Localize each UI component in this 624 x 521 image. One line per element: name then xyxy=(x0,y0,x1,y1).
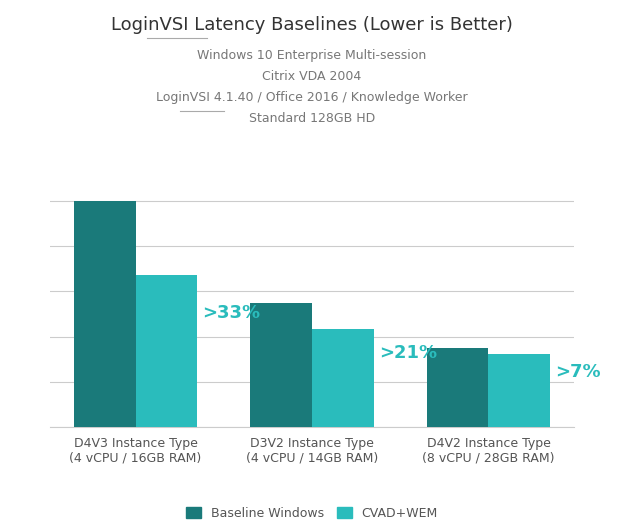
Text: >21%: >21% xyxy=(379,344,437,362)
Bar xyxy=(135,276,197,427)
Bar xyxy=(427,348,489,427)
Bar xyxy=(312,329,374,427)
Legend: Baseline Windows, CVAD+WEM: Baseline Windows, CVAD+WEM xyxy=(186,507,438,520)
Text: Citrix VDA 2004: Citrix VDA 2004 xyxy=(262,70,362,83)
Text: Windows 10 Enterprise Multi-session: Windows 10 Enterprise Multi-session xyxy=(197,49,427,63)
Text: >7%: >7% xyxy=(555,363,601,381)
Text: LoginVSI Latency Baselines (Lower is Better): LoginVSI Latency Baselines (Lower is Bet… xyxy=(111,16,513,34)
Bar xyxy=(489,354,550,427)
Text: LoginVSI 4.1.40 / Office 2016 / Knowledge Worker: LoginVSI 4.1.40 / Office 2016 / Knowledg… xyxy=(156,91,468,104)
Text: >33%: >33% xyxy=(203,304,261,322)
Text: Standard 128GB HD: Standard 128GB HD xyxy=(249,112,375,125)
Bar xyxy=(250,303,312,427)
Bar xyxy=(74,201,135,427)
